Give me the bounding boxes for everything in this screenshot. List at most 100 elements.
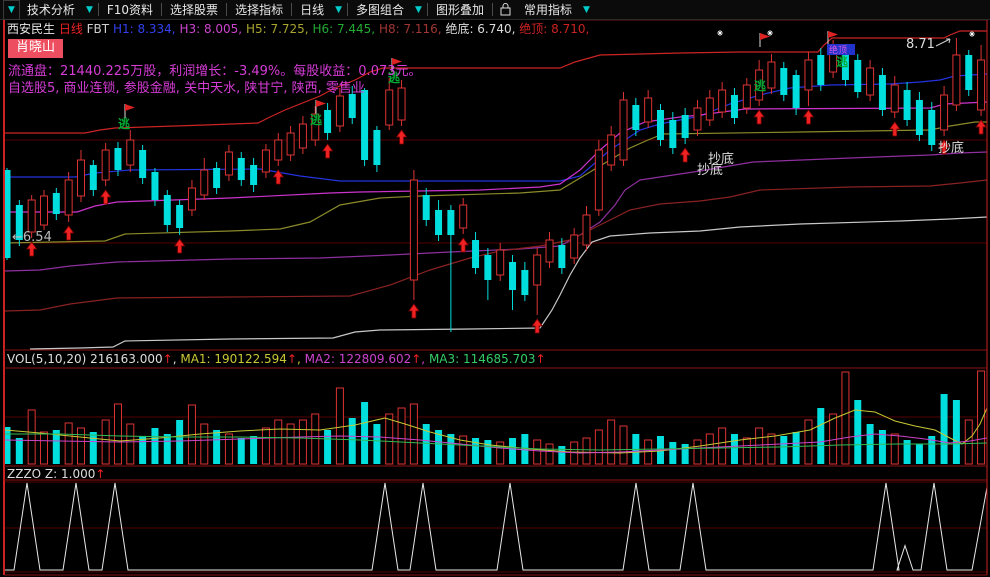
volume-bar-down	[52, 430, 60, 464]
dropdown-arrow-icon[interactable]: ▼	[85, 4, 93, 15]
volume-bar-up	[27, 409, 36, 465]
candle-body-up	[940, 94, 949, 131]
volume-bar-up	[113, 403, 122, 465]
volume-bar-up	[755, 427, 764, 465]
info-segment: H8: 7.116,	[378, 21, 446, 36]
candle-body-down	[928, 110, 936, 145]
vol-header-segment: ,	[297, 352, 305, 366]
volume-bar-up	[224, 433, 233, 465]
menu-item[interactable]: F10资料	[106, 2, 154, 17]
candle-body-up	[607, 134, 616, 166]
vol-header-segment: ,	[172, 352, 181, 366]
dropdown-arrow-icon[interactable]: ▼	[415, 4, 422, 15]
candle-body-up	[200, 169, 209, 196]
candle-body-down	[324, 110, 332, 133]
candle-body-down	[558, 245, 566, 268]
volume-bar-down	[163, 434, 171, 464]
menu-item[interactable]: 选择指标	[235, 2, 284, 17]
info-segment: 绝顶: 8.710,	[519, 22, 590, 36]
escape-flag-icon	[392, 58, 402, 65]
menu-separator	[491, 3, 493, 16]
buy-arrow-icon	[531, 318, 543, 334]
buy-arrow-icon	[25, 241, 38, 257]
candle-body-up	[545, 239, 554, 263]
volume-bar-down	[324, 430, 332, 464]
vol-header-segment: MA2: 122809.602	[304, 352, 412, 366]
escape-label: 逃	[118, 116, 131, 131]
zzzo-header-segment: ZZZO	[7, 467, 45, 481]
buy-arrow-icon	[173, 238, 186, 254]
candle-body-up	[39, 195, 48, 226]
candle-body-down	[632, 105, 640, 130]
volume-bar-down	[903, 440, 911, 464]
vol-header-segment: VOL(5,10,20)	[7, 352, 91, 366]
volume-bar-down	[928, 436, 936, 464]
volume-bar-up	[298, 419, 307, 465]
menu-item[interactable]: 多图组合	[356, 2, 405, 17]
indicator-line-white	[29, 216, 988, 350]
candle-body-up	[767, 61, 776, 89]
candle-body-up	[582, 214, 591, 246]
candle-body-up	[742, 84, 751, 109]
info-bar: 西安民生 日线 FBT H1: 8.334, H3: 8.005, H5: 7.…	[0, 20, 990, 37]
volume-bar-down	[176, 420, 184, 464]
volume-bar-up	[594, 429, 603, 465]
dropdown-arrow-icon[interactable]: ▼	[3, 0, 20, 20]
sparkle-icon	[717, 30, 723, 36]
volume-bar-down	[558, 446, 566, 464]
jueding-highlight	[827, 44, 855, 55]
menu-separator	[291, 3, 293, 16]
vol-header-segment: ↑	[411, 352, 422, 366]
candle-body-up	[298, 123, 307, 149]
candle-body-down	[348, 94, 356, 118]
candle-body-down	[509, 262, 517, 290]
chaodi-label: 抄底	[938, 140, 964, 156]
escape-flag-icon	[828, 31, 838, 38]
candle-body-down	[817, 55, 825, 85]
menu-item[interactable]: 技术分析	[26, 2, 75, 17]
menu-item[interactable]: 图形叠加	[435, 2, 484, 17]
candle-body-up	[224, 151, 233, 176]
menu-item[interactable]: 选择股票	[170, 2, 219, 17]
volume-bar-down	[854, 400, 862, 464]
volume-bar-up	[767, 433, 776, 465]
candle-body-down	[780, 68, 788, 95]
volume-ma2-line	[4, 433, 988, 454]
candle-body-down	[151, 172, 159, 200]
candle-body-up	[27, 199, 36, 233]
menu-item[interactable]: 常用指标	[523, 2, 572, 17]
dropdown-arrow-icon[interactable]: ▼	[582, 4, 590, 15]
volume-bar-up	[64, 422, 73, 465]
info-segment: FBT	[86, 21, 113, 36]
menu-item[interactable]: 日线	[300, 2, 325, 17]
dropdown-arrow-icon[interactable]: ▼	[335, 4, 343, 15]
info-segment: H5: 7.725,	[245, 21, 313, 36]
candle-body-up	[385, 89, 394, 126]
candle-body-down	[903, 90, 911, 120]
candle-body-up	[459, 204, 468, 229]
lock-icon[interactable]	[494, 3, 517, 16]
buy-arrow-icon	[457, 237, 469, 253]
indicator-line-red	[5, 30, 987, 134]
escape-label: 逃	[836, 54, 849, 69]
volume-bar-down	[940, 394, 948, 464]
high-pointer-arrow	[935, 38, 951, 47]
sparkle-icon	[767, 30, 773, 36]
candle-body-up	[335, 95, 344, 127]
volume-bar-down	[213, 430, 221, 464]
candle-body-down	[915, 100, 923, 135]
escape-flag-icon	[760, 33, 770, 40]
volume-bar-up	[693, 439, 702, 465]
info-segment: H3: 8.005,	[179, 21, 246, 36]
escape-flag-icon	[316, 100, 326, 107]
candle-body-down	[422, 195, 430, 220]
volume-bar-up	[335, 387, 344, 465]
zzzo-header-segment: ↑	[95, 467, 106, 481]
volume-bar-up	[890, 433, 899, 465]
candle-body-down	[841, 52, 849, 80]
vol-header-segment: 216163.000	[90, 352, 163, 366]
volume-bar-down	[422, 424, 430, 464]
volume-bar-up	[261, 427, 270, 465]
